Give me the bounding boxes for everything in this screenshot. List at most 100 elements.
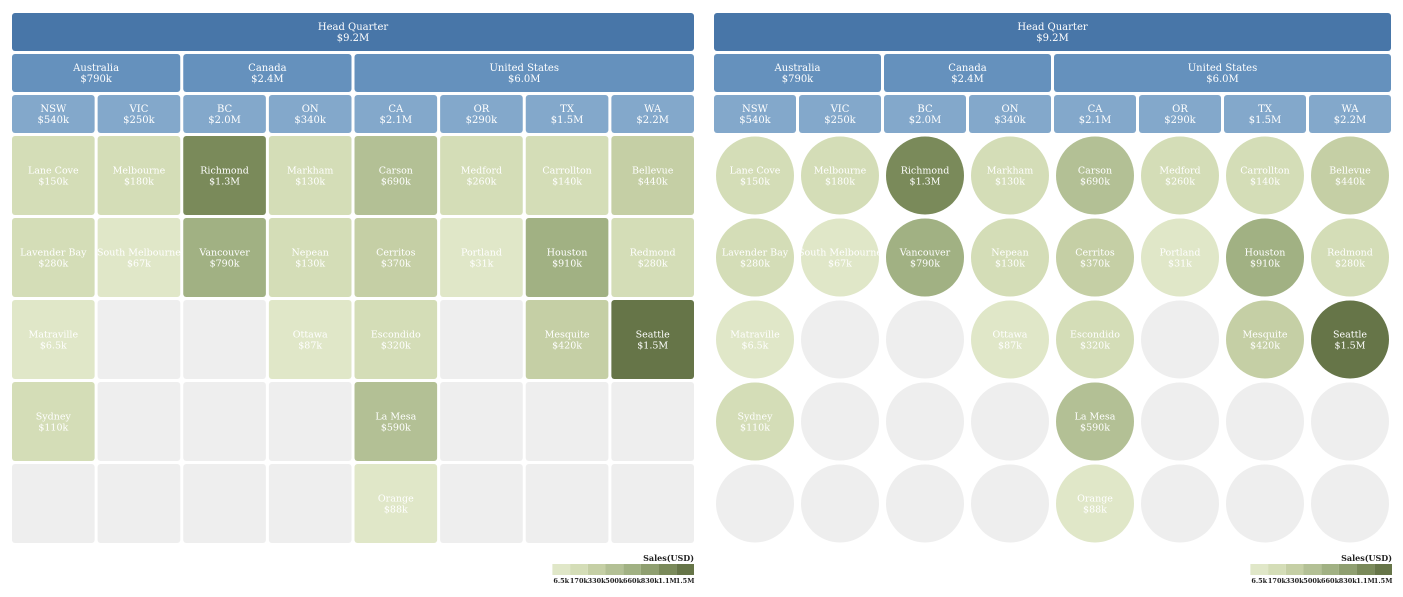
legend-swatch [1268,564,1286,575]
city-value: $130k [295,259,325,270]
header-country-label: Australia [774,63,821,74]
header-state-box [1054,95,1136,133]
header-country-box [1054,54,1391,92]
empty-mark [1141,382,1219,461]
city-mark [886,218,964,297]
header-country: United States$6.0M [1054,54,1391,92]
city-mark [354,136,438,215]
city-label: Portland [461,248,502,259]
city-cell: Seattle$1.5M [611,300,694,379]
empty-cell [886,382,964,461]
empty-mark [268,464,352,543]
city-label: La Mesa [375,412,416,423]
empty-cell [440,382,523,461]
header-state-value: $290k [466,115,498,126]
city-cell: Nepean$130k [268,218,352,297]
empty-cell [1226,464,1304,543]
city-mark [440,136,523,215]
header-country: United States$6.0M [354,54,694,92]
city-label: Redmond [630,248,676,259]
legend-swatch [587,564,606,575]
city-value: $1.5M [637,341,668,352]
empty-cell [971,382,1049,461]
city-mark [611,300,694,379]
legend-swatch [1303,564,1322,575]
city-value: $260k [1165,177,1195,188]
header-state-value: $1.5M [551,115,584,126]
city-mark [1056,136,1134,215]
header-state: VIC$250k [799,95,881,133]
city-mark [354,218,438,297]
header-country: Canada$2.4M [884,54,1051,92]
header-state-label: ON [1002,104,1019,115]
empty-cell [716,464,794,543]
header-state-box [714,95,796,133]
city-cell: Markham$130k [971,136,1049,215]
empty-cell [183,300,266,379]
legend-swatch [1321,564,1339,575]
city-label: Escondido [371,330,421,341]
empty-mark [183,382,266,461]
city-mark [525,136,609,215]
empty-mark [183,300,266,379]
city-value: $910k [1250,259,1280,270]
city-value: $320k [1080,341,1110,352]
city-mark [354,464,438,543]
city-mark [1311,136,1389,215]
header-country-box [714,54,881,92]
city-value: $280k [38,259,68,270]
empty-mark [1141,464,1219,543]
city-mark [97,218,181,297]
city-cell: Carrollton$140k [1226,136,1304,215]
city-cell: Lane Cove$150k [12,136,95,215]
city-value: $180k [825,177,855,188]
header-state-value: $2.0M [909,115,942,126]
city-value: $88k [1083,505,1107,516]
city-label: Matraville [29,330,79,341]
legend-tick-label: 170k [1268,577,1287,585]
city-label: Lavender Bay [20,248,87,259]
legend-title: Sales(USD) [1341,553,1392,563]
header-state-value: $250k [824,115,856,126]
city-value: $1.3M [910,177,941,188]
city-cell: Orange$88k [354,464,438,543]
header-state-value: $2.2M [1334,115,1367,126]
city-label: Houston [547,248,588,259]
header-state-box [268,95,352,133]
header-state-label: TX [1258,104,1273,115]
city-value: $110k [740,423,770,434]
header-country-label: United States [1188,63,1257,74]
city-value: $140k [1250,177,1280,188]
city-label: Melbourne [814,166,867,177]
city-cell: Mesquite$420k [525,300,609,379]
city-value: $280k [1335,259,1365,270]
empty-cell [183,382,266,461]
header-state-box [183,95,266,133]
city-value: $280k [740,259,770,270]
city-mark [525,218,609,297]
city-mark [525,300,609,379]
empty-cell [1141,382,1219,461]
city-mark [971,218,1049,297]
city-cell: South Melbourne$67k [97,218,181,297]
header-country-value: $2.4M [251,74,284,85]
empty-cell [97,464,181,543]
header-state: OR$290k [1139,95,1221,133]
empty-cell [1311,382,1389,461]
city-mark [1226,300,1304,379]
city-mark [611,136,694,215]
header-state-value: $2.1M [1079,115,1112,126]
city-mark [268,218,352,297]
header-country-box [183,54,352,92]
legend-tick-label: 170k [570,577,589,585]
city-value: $88k [384,505,408,516]
empty-mark [268,382,352,461]
circle-heatmap-panel: Head Quarter$9.2MAustralia$790kCanada$2.… [714,13,1392,585]
header-state: TX$1.5M [1224,95,1306,133]
city-mark [183,218,266,297]
legend-tick-label: 1.5M [676,577,695,585]
empty-cell [1226,382,1304,461]
empty-cell [801,382,879,461]
legend-tick-label: 500k [605,577,624,585]
city-label: Matraville [730,330,780,341]
